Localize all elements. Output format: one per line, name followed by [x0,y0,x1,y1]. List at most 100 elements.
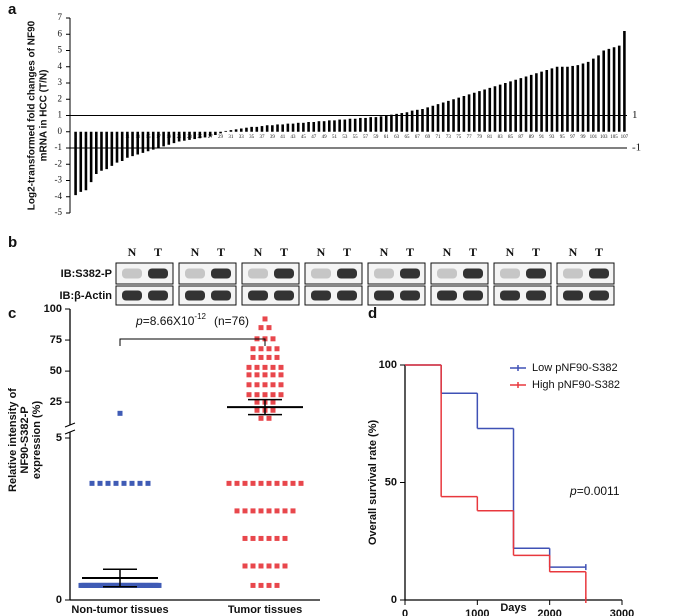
bar [126,131,129,158]
data-point [270,392,276,398]
x-tick-label: 95 [560,135,566,140]
data-point [242,563,248,569]
lane-label: T [469,245,477,259]
blot-frame [556,262,615,285]
legend-label: High pNF90-S382 [532,379,620,391]
axis-break [64,429,76,435]
blot-band [211,290,231,301]
bar [571,65,574,132]
data-point [258,480,264,486]
bar [188,131,191,140]
x-tick-label: 1 [74,135,77,140]
bar [535,73,538,132]
blot-band [526,290,546,301]
x-tick-label: 0 [402,608,408,616]
blot-band [274,268,294,279]
blot-band [311,268,331,279]
data-point [246,392,252,398]
x-tick-label: 9 [116,135,119,140]
bar [441,102,445,132]
y-tick-label: -4 [55,191,63,201]
bar [586,61,590,132]
bar [162,131,165,147]
y-tick-label: -2 [55,158,63,168]
bar [327,120,331,132]
bar [353,118,357,132]
lane-label: T [343,245,351,259]
p-value-annotation: p=8.66X10-12 (n=76) [135,312,249,328]
blot-band [589,268,609,279]
lane-label: N [128,245,137,259]
x-tick-label: 103 [600,135,608,140]
data-point [117,410,123,416]
bar [146,131,150,152]
y-tick-label: 3 [58,77,63,87]
bar [348,118,352,132]
bar [416,109,419,132]
data-point [250,354,256,360]
lane-label: N [380,245,389,259]
x-tick-label: 19 [166,135,172,140]
y-tick-label: 5 [56,432,62,444]
data-point [266,480,272,486]
data-point [266,325,272,331]
blot-band [337,268,357,279]
x-tick-label: 69 [425,135,431,140]
data-point [266,346,272,352]
data-point [246,364,252,370]
bar [115,131,119,163]
y-tick-label: 1 [58,110,63,120]
bar [447,100,450,132]
y-tick-label: 0 [58,126,63,136]
blot-band [337,290,357,301]
y-axis-label: expression (%) [31,401,43,480]
blot-band [563,268,583,279]
lane-label: N [317,245,326,259]
data-point [282,535,288,541]
bar [260,126,264,132]
x-tick-label: 11 [125,135,130,140]
y-tick-label: 2 [58,93,63,103]
y-tick-label: 100 [379,359,397,371]
bar [281,124,284,132]
x-tick-label: 83 [498,135,504,140]
blot-band [526,268,546,279]
panel-label: a [8,1,17,18]
bar [395,113,398,132]
y-tick-label: 75 [50,334,62,346]
bar [493,86,497,132]
x-tick-label: 51 [332,135,338,140]
lane-label: N [443,245,452,259]
x-tick-label: 45 [301,135,307,140]
data-point [258,508,264,514]
blot-row-label: IB:β-Actin [59,290,112,302]
bar [296,122,300,132]
x-tick-label: 65 [404,135,410,140]
bar [384,115,388,132]
bar [286,123,290,132]
bar [234,129,238,132]
bar [229,130,233,132]
bar [343,119,347,132]
data-point [258,563,264,569]
blot-band [437,290,457,301]
bar [208,131,212,137]
data-point [254,372,260,378]
lane-label: T [595,245,603,259]
bar [462,96,466,132]
bar [100,131,103,171]
data-point [156,582,162,588]
x-tick-label: 13 [135,135,141,140]
x-tick-label: 5 [95,135,98,140]
blot-band [185,268,205,279]
data-point [258,325,264,331]
bar [151,131,155,150]
bar [405,112,409,132]
x-tick-label: 21 [177,135,183,140]
blot-band [148,268,168,279]
x-tick-label: 75 [456,135,462,140]
sample-size: (n=76) [214,314,249,328]
data-point [250,508,256,514]
blot-band [248,268,268,279]
blot-band [274,290,294,301]
